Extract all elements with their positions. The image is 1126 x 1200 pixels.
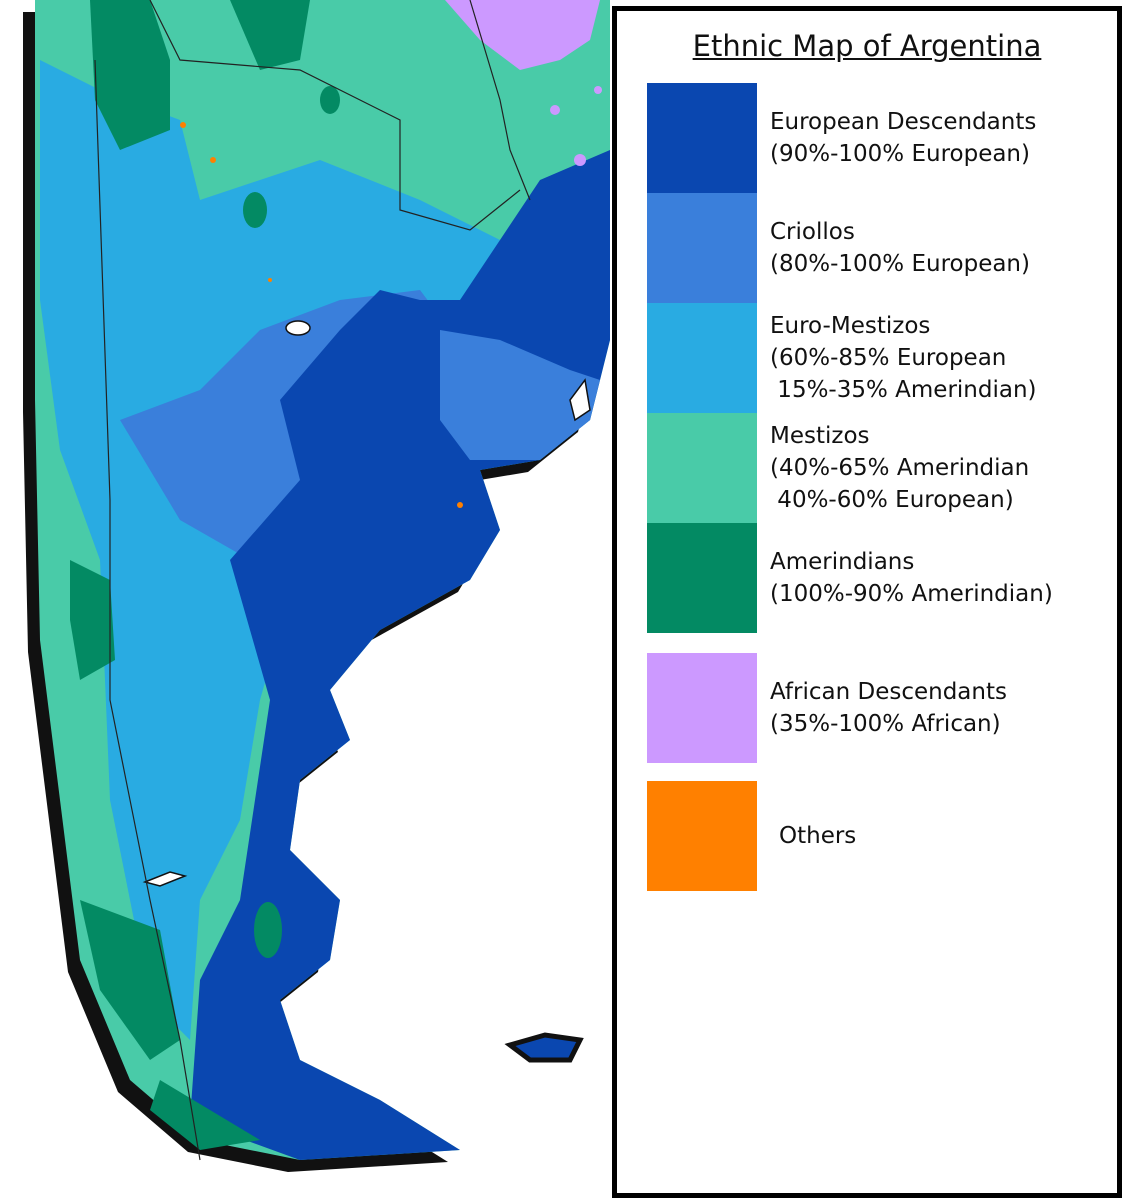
borders [94, 0, 531, 1161]
legend-swatch [647, 413, 757, 523]
legend-swatch [647, 523, 757, 633]
legend-label: Criollos [770, 219, 855, 245]
legend-label: Mestizos [770, 423, 870, 449]
legend-swatch [647, 303, 757, 413]
legend-swatch [647, 781, 757, 891]
legend-label: (100%-90% Amerindian) [770, 581, 1053, 607]
legend-label: (90%-100% European) [770, 141, 1030, 167]
african-patches [445, 0, 602, 166]
map-title: Ethnic Map of Argentina [692, 29, 1042, 63]
legend-label: European Descendants [770, 109, 1037, 135]
falkland-islands [504, 1032, 584, 1063]
legend-label: 15%-35% Amerindian) [770, 377, 1037, 403]
lakes [142, 320, 591, 887]
legend-swatch [647, 83, 757, 193]
legend-swatch [647, 653, 757, 763]
legend-panel: Ethnic Map of Argentina European Descend… [612, 6, 1122, 1198]
legend-label: (40%-65% Amerindian [770, 455, 1030, 481]
legend-label: (80%-100% European) [770, 251, 1030, 277]
legend-label: African Descendants [770, 679, 1007, 705]
legend-label: 40%-60% European) [770, 487, 1014, 513]
legend-label: Others [779, 823, 857, 849]
criollo-uruguay [440, 330, 600, 460]
legend-label: (60%-85% European [770, 345, 1007, 371]
map [23, 0, 610, 1172]
legend-swatch [647, 193, 757, 303]
amerindian-patches [70, 0, 340, 1150]
legend-label: Euro-Mestizos [770, 313, 931, 339]
legend-label: (35%-100% African) [770, 711, 1001, 737]
others-patches [180, 122, 463, 508]
legend-label: Amerindians [770, 549, 915, 575]
